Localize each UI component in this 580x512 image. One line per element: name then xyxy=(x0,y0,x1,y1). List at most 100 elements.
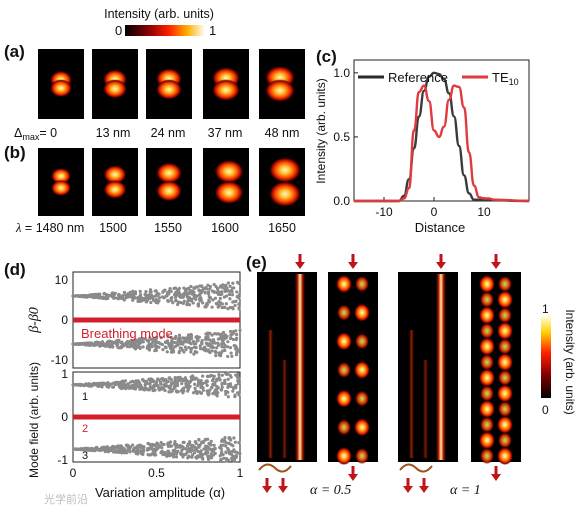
panel-c-ylabel: Intensity (arb. units) xyxy=(314,78,328,183)
panel-d-top-point xyxy=(218,333,222,337)
panel-d-top-point xyxy=(208,338,212,342)
panel-d-bottom-point xyxy=(158,445,162,449)
panel-e-map-output-2 xyxy=(471,272,521,465)
panel-d-top-point xyxy=(200,289,204,293)
panel-d-top-point xyxy=(180,348,184,352)
panel-d-bottom-point xyxy=(215,387,219,391)
panel-d-top-point xyxy=(234,336,239,340)
panel-e-arrow-bottom xyxy=(403,478,413,493)
panel-d-top-point xyxy=(215,302,219,306)
panel-d-bottom-point xyxy=(145,387,149,391)
panel-d-top-point xyxy=(76,342,81,346)
panel-d-bottom-point xyxy=(179,444,184,449)
panel-d-bottom-point xyxy=(124,387,128,391)
panel-d-bottom-point xyxy=(223,436,227,440)
panel-d-top-point xyxy=(161,348,165,352)
panel-d-bottom-point xyxy=(208,388,212,392)
panel-d-bottom-point xyxy=(189,443,193,447)
panel-d-bottom-point xyxy=(179,389,184,393)
panel-d-top-point xyxy=(192,290,196,294)
panel-d-top-point xyxy=(210,349,214,353)
panel-d-bottom-point xyxy=(206,455,210,459)
panel-d-top-point xyxy=(163,345,167,349)
panel-d-bottom-point xyxy=(100,445,105,449)
panel-d-top-point xyxy=(154,348,158,352)
panel-d-bottom-point xyxy=(119,446,123,450)
panel-d-top-point xyxy=(235,350,239,354)
panel-d-top-point xyxy=(206,348,211,352)
panel-d-top-point xyxy=(131,298,135,302)
panel-d-bottom-flat-band xyxy=(73,414,240,420)
panel-d-bottom-point xyxy=(199,451,203,455)
panel-d-top-point xyxy=(226,354,230,359)
panel-d-top-point xyxy=(145,297,150,301)
panel-d-bottom-point xyxy=(148,381,152,385)
panel-d-bottom-point xyxy=(147,377,151,381)
panel-d-top-point xyxy=(206,283,210,287)
panel-d-bottom-point xyxy=(229,384,233,389)
panel-d-bottom-point xyxy=(160,387,164,391)
panel-d-top-point xyxy=(85,295,90,299)
panel-e-arrow-bottom xyxy=(278,478,288,493)
panel-d-top-point xyxy=(117,339,121,343)
panel-d-top-point xyxy=(176,343,180,347)
panel-d-bottom-point xyxy=(107,383,111,387)
panel-d-top-point xyxy=(230,331,235,335)
panel-d-bottom-point xyxy=(89,448,93,452)
panel-d-top-point xyxy=(191,301,195,305)
panel-d-top-point xyxy=(146,344,150,348)
legend-reference-label: Reference xyxy=(388,70,448,85)
panel-d-bottom-point xyxy=(149,453,153,457)
panel-d-top-point xyxy=(235,290,239,294)
panel-d-bottom-point xyxy=(155,441,159,445)
panel-d-top-point xyxy=(71,342,75,346)
panel-d-top-point xyxy=(102,291,106,296)
panel-d-bottom-point xyxy=(212,443,216,447)
panel-d-top-point xyxy=(125,345,130,349)
panel-c-ticks: -10 0 10 0.0 0.5 1.0 xyxy=(333,66,491,219)
panel-d-top-point xyxy=(198,284,202,288)
panel-d-bottom-point xyxy=(217,375,221,380)
panel-d-top-point xyxy=(137,337,142,341)
panel-d-top-point xyxy=(81,342,86,346)
panel-d-bottom-point xyxy=(207,446,211,450)
panel-d-bottom-point xyxy=(211,453,216,457)
panel-d-top-point xyxy=(100,340,104,344)
panel-d-top-point xyxy=(116,297,121,301)
panel-d-top-point xyxy=(234,299,238,303)
panel-d-bottom-point xyxy=(154,453,158,457)
panel-d-top-point xyxy=(171,301,175,305)
panel-d-top-point xyxy=(165,350,169,354)
panel-d-bottom-point xyxy=(224,441,228,445)
panel-e-arrow-bottom xyxy=(491,466,501,481)
panel-d-bottom-ytick-label: -1 xyxy=(57,453,68,467)
panel-d-bottom-point xyxy=(176,449,180,453)
panel-d-bottom-point xyxy=(173,376,177,380)
panel-d-bottom-point xyxy=(187,455,191,459)
panel-d-bottom-point xyxy=(112,450,116,454)
panel-d-top-point xyxy=(146,339,150,343)
panel-d-bottom-point xyxy=(140,377,145,382)
panel-d-bottom-point xyxy=(132,446,136,451)
panel-d-top-point xyxy=(225,345,230,349)
top-colorbar xyxy=(125,25,205,36)
panel-d-bottom-point xyxy=(201,374,205,378)
panel-d-top-point xyxy=(210,305,214,309)
panel-b-param: λ = 1480 nm xyxy=(15,221,84,235)
panel-d-bottom-point xyxy=(118,384,122,388)
panel-d-bottom-point xyxy=(101,382,105,386)
panel-d-bottom-point xyxy=(113,445,118,449)
panel-a-letter: (a) xyxy=(4,42,25,61)
panel-d-bottom-point xyxy=(197,390,202,394)
panel-d-bottom-point xyxy=(185,379,189,383)
panel-d-bottom-point xyxy=(127,386,132,390)
panel-d-top-ytick-label: -10 xyxy=(51,353,69,367)
panel-d-top-point xyxy=(157,292,161,296)
panel-d-top-point xyxy=(124,296,128,300)
panel-d-top-point xyxy=(95,342,99,346)
panel-d-top-point xyxy=(138,292,143,297)
panel-d-bottom-point xyxy=(92,383,96,387)
panel-d-bottom-point xyxy=(156,383,160,388)
panel-a-value-5: 48 nm xyxy=(265,126,300,140)
mode-label-1: 1 xyxy=(82,391,88,403)
